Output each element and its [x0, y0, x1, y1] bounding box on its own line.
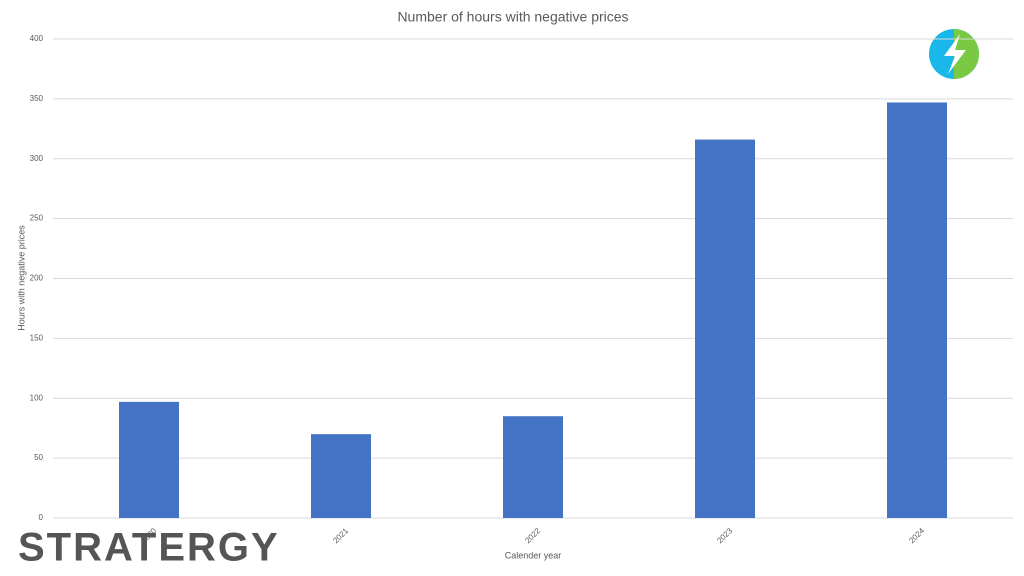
chart-title: Number of hours with negative prices — [397, 9, 628, 25]
logo — [929, 29, 979, 79]
bar — [503, 416, 563, 518]
y-tick-label: 0 — [39, 513, 44, 522]
y-axis-title: Hours with negative prices — [16, 225, 26, 331]
x-tick-label: 2022 — [523, 526, 542, 545]
y-tick-label: 250 — [30, 214, 44, 223]
x-tick-label: 2021 — [331, 526, 350, 545]
y-tick-label: 50 — [34, 453, 43, 462]
y-tick-label: 400 — [30, 34, 44, 43]
y-tick-label: 100 — [30, 393, 44, 402]
y-tick-label: 350 — [30, 94, 44, 103]
x-axis-title: Calender year — [505, 550, 562, 560]
bar — [311, 434, 371, 518]
bar — [119, 401, 179, 518]
bar — [695, 139, 755, 518]
x-tick-label: 2023 — [715, 526, 734, 545]
watermark: STRATERGY — [18, 526, 280, 570]
bar — [887, 102, 947, 518]
y-tick-label: 300 — [30, 154, 44, 163]
y-tick-label: 200 — [30, 274, 44, 283]
x-tick-label: 2024 — [907, 526, 926, 545]
y-tick-label: 150 — [30, 333, 44, 342]
